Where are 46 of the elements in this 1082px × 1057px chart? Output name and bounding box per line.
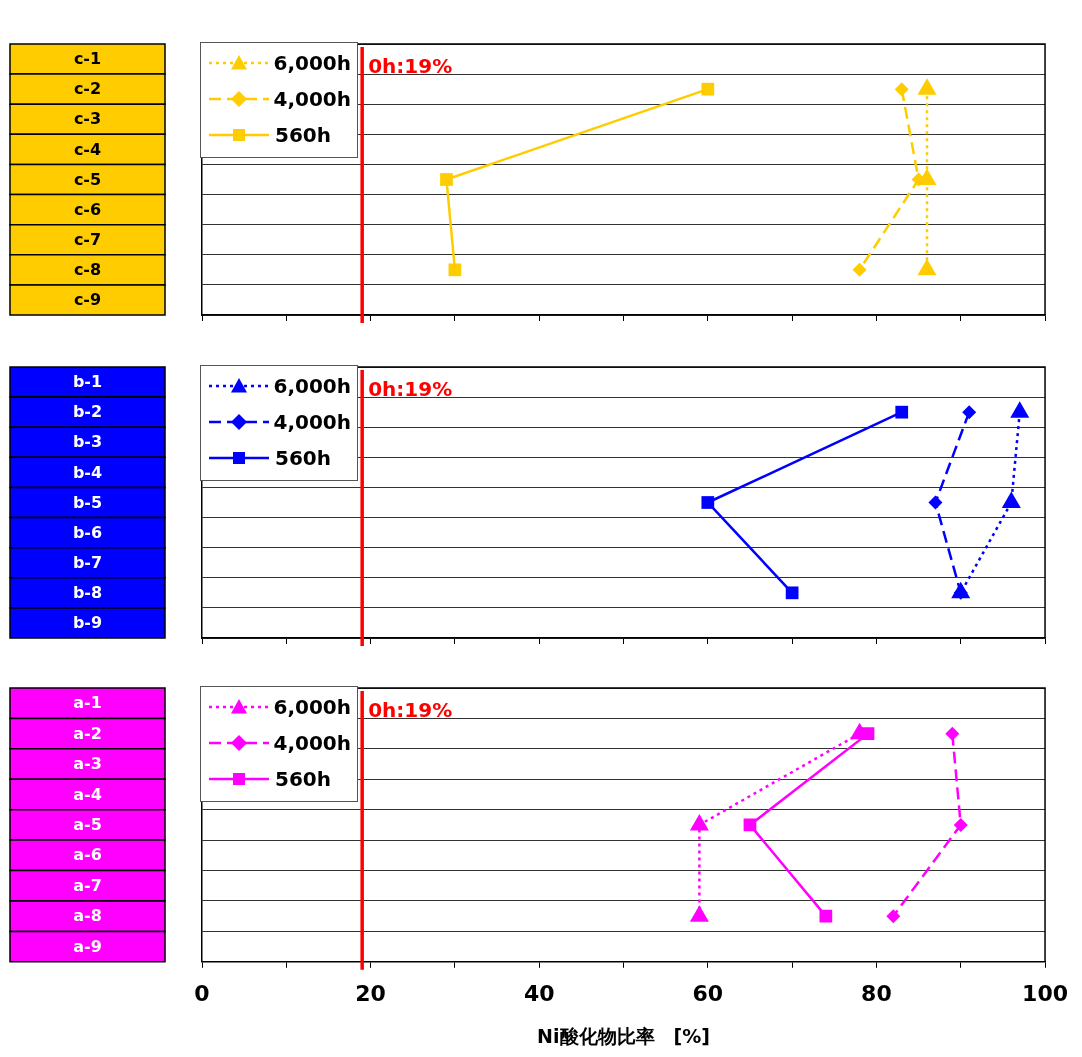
y-tick-label: b-1 bbox=[72, 372, 103, 392]
y-tick-label: b-6 bbox=[72, 522, 103, 542]
y-tick-label: a-4 bbox=[73, 784, 102, 804]
y-tick-label: b-9 bbox=[72, 613, 103, 633]
legend-label: 6,000h bbox=[273, 695, 351, 719]
y-tick-label: c-6 bbox=[73, 199, 102, 219]
y-tick-label: a-6 bbox=[73, 845, 102, 865]
legend-label: 6,000h bbox=[273, 51, 351, 75]
x-tick-label: 60 bbox=[692, 980, 724, 1006]
y-tick-label: c-8 bbox=[73, 259, 102, 279]
y-tick-label: c-5 bbox=[73, 169, 102, 189]
y-tick-label: b-2 bbox=[72, 402, 103, 422]
y-tick-label: c-3 bbox=[73, 109, 102, 129]
y-tick-label: b-5 bbox=[72, 492, 103, 512]
y-tick-label: b-4 bbox=[72, 462, 103, 482]
y-tick-label: a-5 bbox=[73, 815, 102, 835]
x-tick-label: 100 bbox=[1022, 980, 1069, 1006]
y-tick-label: a-3 bbox=[73, 754, 102, 774]
y-tick-label: c-1 bbox=[73, 49, 102, 69]
x-tick-label: 20 bbox=[355, 980, 386, 1006]
legend-label: 4,000h bbox=[273, 410, 351, 434]
x-tick-label: 0 bbox=[194, 980, 210, 1006]
x-tick-label: 40 bbox=[523, 980, 555, 1006]
ref-line-label: 0h:19% bbox=[368, 54, 453, 79]
y-tick-label: b-3 bbox=[72, 432, 103, 452]
legend-label: 560h bbox=[275, 123, 331, 147]
y-tick-label: b-8 bbox=[72, 582, 103, 602]
y-tick-label: a-1 bbox=[73, 693, 102, 713]
x-tick-label: 80 bbox=[861, 980, 892, 1006]
ref-line-label: 0h:19% bbox=[368, 698, 453, 723]
x-axis-title: Ni酸化物比率 [%] bbox=[537, 1024, 710, 1047]
legend-label: 560h bbox=[275, 767, 331, 791]
y-tick-label: b-7 bbox=[72, 552, 103, 572]
ref-line-label: 0h:19% bbox=[368, 377, 453, 402]
y-tick-label: c-7 bbox=[73, 229, 102, 249]
legend-label: 6,000h bbox=[273, 374, 351, 398]
y-tick-label: c-9 bbox=[73, 290, 102, 310]
y-tick-label: a-8 bbox=[73, 906, 102, 926]
y-tick-label: a-7 bbox=[73, 875, 102, 895]
y-tick-label: c-4 bbox=[73, 139, 102, 159]
y-tick-label: c-2 bbox=[73, 79, 102, 99]
legend-label: 4,000h bbox=[273, 731, 351, 755]
y-tick-label: a-2 bbox=[73, 723, 102, 743]
legend-label: 560h bbox=[275, 446, 331, 470]
legend-label: 4,000h bbox=[273, 87, 351, 111]
y-tick-label: a-9 bbox=[73, 936, 102, 956]
